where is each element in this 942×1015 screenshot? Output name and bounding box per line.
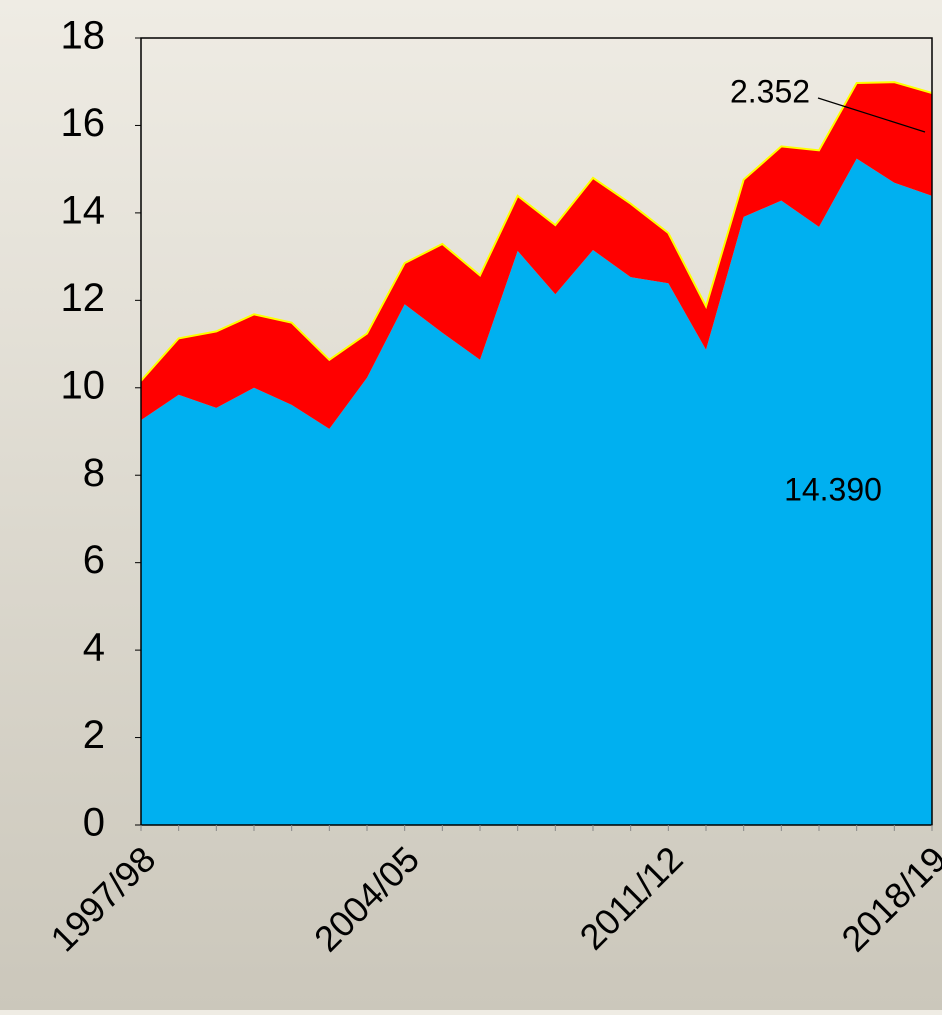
y-tick-label: 18 <box>61 14 106 58</box>
y-tick-label: 2 <box>83 713 105 757</box>
y-tick-label: 0 <box>83 801 105 845</box>
area <box>141 82 932 429</box>
y-tick-label: 6 <box>83 538 105 582</box>
x-tick-label: 2011/12 <box>572 838 691 957</box>
area-edge <box>140 81 933 382</box>
y-tick-label: 16 <box>61 101 106 145</box>
y-tick-label: 12 <box>61 276 106 320</box>
y-tick-label: 4 <box>83 626 105 670</box>
data-label: 2.352 <box>730 73 810 109</box>
x-tick-label: 2018/19 <box>833 838 942 959</box>
y-tick-label: 8 <box>83 451 105 495</box>
leader-line <box>817 97 926 133</box>
data-label: 14.390 <box>784 471 882 507</box>
area <box>141 158 932 825</box>
plot-frame <box>140 37 933 826</box>
y-tick-label: 10 <box>61 363 106 407</box>
x-tick-label: 2004/05 <box>306 838 427 959</box>
y-tick-label: 14 <box>61 188 106 232</box>
x-tick-label: 1997/98 <box>42 838 163 959</box>
